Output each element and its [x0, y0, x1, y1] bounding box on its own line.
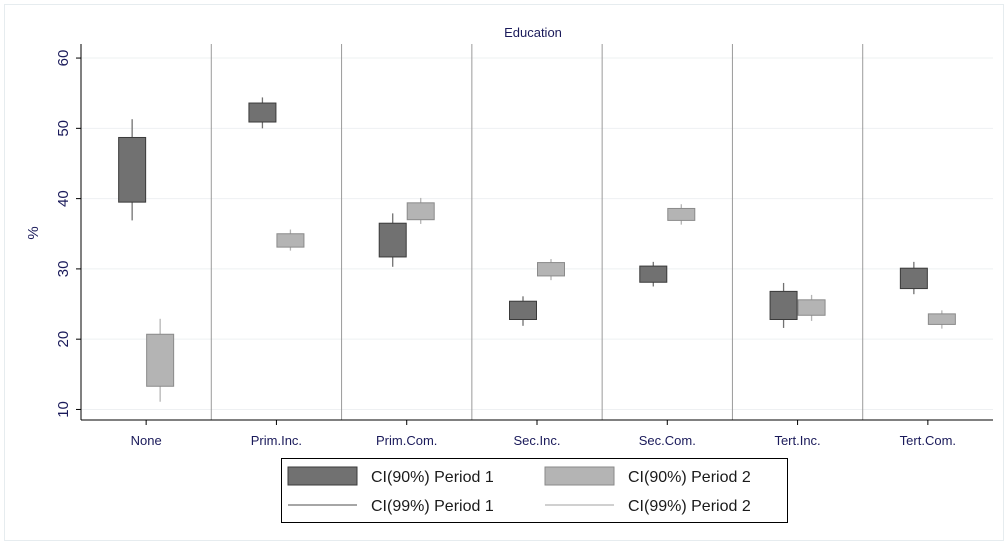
- ci90-box: [406, 202, 435, 221]
- y-tick-label: 30: [55, 261, 72, 278]
- x-tick-label: Prim.Inc.: [251, 433, 302, 448]
- ci90-box: [769, 290, 798, 320]
- legend-label: CI(99%) Period 2: [628, 498, 751, 515]
- ci90-box: [276, 233, 305, 248]
- x-tick-label: Sec.Com.: [639, 433, 696, 448]
- y-tick-label: 60: [55, 50, 72, 67]
- legend-box: [281, 458, 788, 523]
- ci90-box: [146, 333, 175, 387]
- ci90-box: [797, 299, 826, 316]
- x-tick-label: Sec.Inc.: [514, 433, 561, 448]
- ci90-box: [248, 102, 277, 123]
- ci90-box: [118, 136, 147, 203]
- legend-label: CI(90%) Period 1: [371, 469, 494, 486]
- y-axis-label: %: [25, 226, 42, 239]
- legend-key-box: [287, 466, 358, 486]
- y-tick-label: 40: [55, 190, 72, 207]
- ci90-box: [537, 262, 565, 277]
- legend-key-box: [544, 466, 615, 486]
- chart-marks: [118, 97, 956, 402]
- y-tick-label: 20: [55, 331, 72, 348]
- gridlines: [81, 57, 993, 410]
- x-tick-labels: None Prim.Inc. Prim.Com. Sec.Inc. Sec.Com. Te…: [131, 420, 956, 448]
- axes: 10 20 30 40 50 60: [55, 44, 993, 421]
- panel-separators: [210, 44, 864, 420]
- ci90-box: [667, 207, 696, 221]
- x-tick-label: Tert.Com.: [900, 433, 956, 448]
- legend-label: CI(99%) Period 1: [371, 498, 494, 515]
- ci90-box: [378, 222, 407, 258]
- ci90-box: [639, 265, 668, 283]
- ci90-box: [509, 300, 537, 320]
- y-tick-label: 50: [55, 120, 72, 137]
- chart-title: Education: [504, 25, 562, 40]
- outer-border: [4, 4, 1004, 541]
- ci90-box: [899, 267, 928, 290]
- x-tick-label: Prim.Com.: [376, 433, 437, 448]
- y-tick-label: 10: [55, 401, 72, 418]
- legend: CI(90%) Period 1 CI(90%) Period 2 CI(99%) …: [281, 458, 788, 523]
- ci90-box: [927, 313, 956, 325]
- x-tick-label: Tert.Inc.: [774, 433, 820, 448]
- x-tick-label: None: [131, 433, 162, 448]
- legend-label: CI(90%) Period 2: [628, 469, 751, 486]
